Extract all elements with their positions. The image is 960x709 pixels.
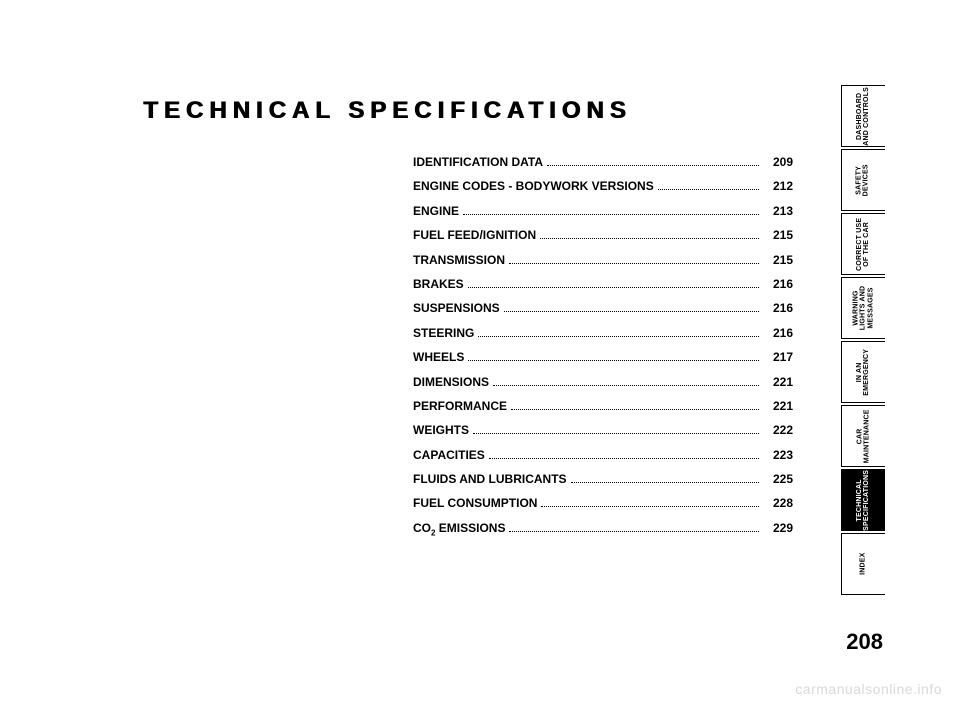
toc-label: FUEL FEED/IGNITION [413,228,536,242]
toc-label: DIMENSIONS [413,375,489,389]
table-of-contents: IDENTIFICATION DATA 209 ENGINE CODES - BOD… [413,155,793,548]
toc-leader [478,327,759,337]
toc-leader [540,230,759,240]
toc-row: DIMENSIONS 221 [413,375,793,389]
section-tab[interactable]: DASHBOARD AND CONTROLS [841,85,885,147]
toc-row: PERFORMANCE 221 [413,399,793,413]
toc-page: 222 [763,423,793,437]
toc-label: ENGINE CODES - BODYWORK VERSIONS [413,179,654,193]
toc-page: 225 [763,472,793,486]
toc-page: 217 [763,350,793,364]
toc-leader [509,254,759,264]
toc-leader [541,498,759,508]
toc-leader [493,376,759,386]
toc-page: 221 [763,399,793,413]
toc-page: 215 [763,228,793,242]
page-number: 208 [846,629,883,655]
toc-label: FUEL CONSUMPTION [413,496,537,510]
toc-row: IDENTIFICATION DATA 209 [413,155,793,169]
toc-page: 213 [763,204,793,218]
toc-label: WHEELS [413,350,464,364]
toc-row: BRAKES 216 [413,277,793,291]
toc-label: ENGINE [413,204,459,218]
manual-page: TECHNICAL SPECIFICATIONS IDENTIFICATION … [75,55,885,655]
section-tab-label: CORRECT USE OF THE CAR [856,217,871,270]
section-tab-label: TECHNICAL SPECIFICATIONS [856,469,871,530]
section-tab[interactable]: INDEX [841,533,885,595]
section-tab[interactable]: CORRECT USE OF THE CAR [841,213,885,275]
toc-label: PERFORMANCE [413,399,507,413]
toc-page: 215 [763,253,793,267]
toc-leader [509,522,759,532]
section-tab-label: INDEX [860,553,867,575]
toc-leader [468,278,759,288]
section-tab-label: CAR MAINTENANCE [856,409,871,463]
section-tab[interactable]: CAR MAINTENANCE [841,405,885,467]
toc-row: ENGINE CODES - BODYWORK VERSIONS 212 [413,179,793,193]
toc-leader [463,205,759,215]
toc-row: WHEELS 217 [413,350,793,364]
toc-page: 209 [763,155,793,169]
section-tab[interactable]: TECHNICAL SPECIFICATIONS [841,469,885,531]
toc-page: 212 [763,179,793,193]
toc-leader [547,156,759,166]
toc-row: FLUIDS AND LUBRICANTS 225 [413,472,793,486]
toc-leader [571,473,759,483]
toc-page: 216 [763,326,793,340]
toc-row: TRANSMISSION 215 [413,253,793,267]
section-tab[interactable]: IN AN EMERGENCY [841,341,885,403]
toc-row: CO2 EMISSIONS 229 [413,521,793,538]
toc-row: STEERING 216 [413,326,793,340]
section-tab-label: IN AN EMERGENCY [856,349,871,396]
watermark-text: carmanualsonline.info [795,681,942,697]
section-tab-label: DASHBOARD AND CONTROLS [856,87,871,146]
toc-label: IDENTIFICATION DATA [413,155,543,169]
toc-label: CO2 EMISSIONS [413,521,505,538]
toc-page: 229 [763,521,793,535]
toc-page: 223 [763,448,793,462]
toc-page: 221 [763,375,793,389]
section-tabs: DASHBOARD AND CONTROLS SAFETY DEVICES CORR… [841,85,885,597]
toc-row: ENGINE 213 [413,204,793,218]
toc-label: BRAKES [413,277,464,291]
toc-row: SUSPENSIONS 216 [413,301,793,315]
section-tab-label: SAFETY DEVICES [856,164,871,196]
toc-page: 228 [763,496,793,510]
section-tab[interactable]: SAFETY DEVICES [841,149,885,211]
page-title: TECHNICAL SPECIFICATIONS [143,97,631,125]
toc-row: CAPACITIES 223 [413,448,793,462]
toc-label: TRANSMISSION [413,253,505,267]
toc-leader [473,425,759,435]
toc-row: FUEL FEED/IGNITION 215 [413,228,793,242]
section-tab[interactable]: WARNING LIGHTS AND MESSAGES [841,277,885,339]
section-tab-label: WARNING LIGHTS AND MESSAGES [852,286,874,331]
toc-leader [658,181,759,191]
toc-leader [468,352,759,362]
toc-label: WEIGHTS [413,423,469,437]
toc-leader [489,449,759,459]
toc-leader [504,303,759,313]
toc-label: FLUIDS AND LUBRICANTS [413,472,567,486]
toc-leader [511,400,759,410]
toc-label: SUSPENSIONS [413,301,500,315]
toc-row: WEIGHTS 222 [413,423,793,437]
toc-page: 216 [763,277,793,291]
toc-page: 216 [763,301,793,315]
toc-label: STEERING [413,326,474,340]
toc-label: CAPACITIES [413,448,485,462]
toc-row: FUEL CONSUMPTION 228 [413,496,793,510]
